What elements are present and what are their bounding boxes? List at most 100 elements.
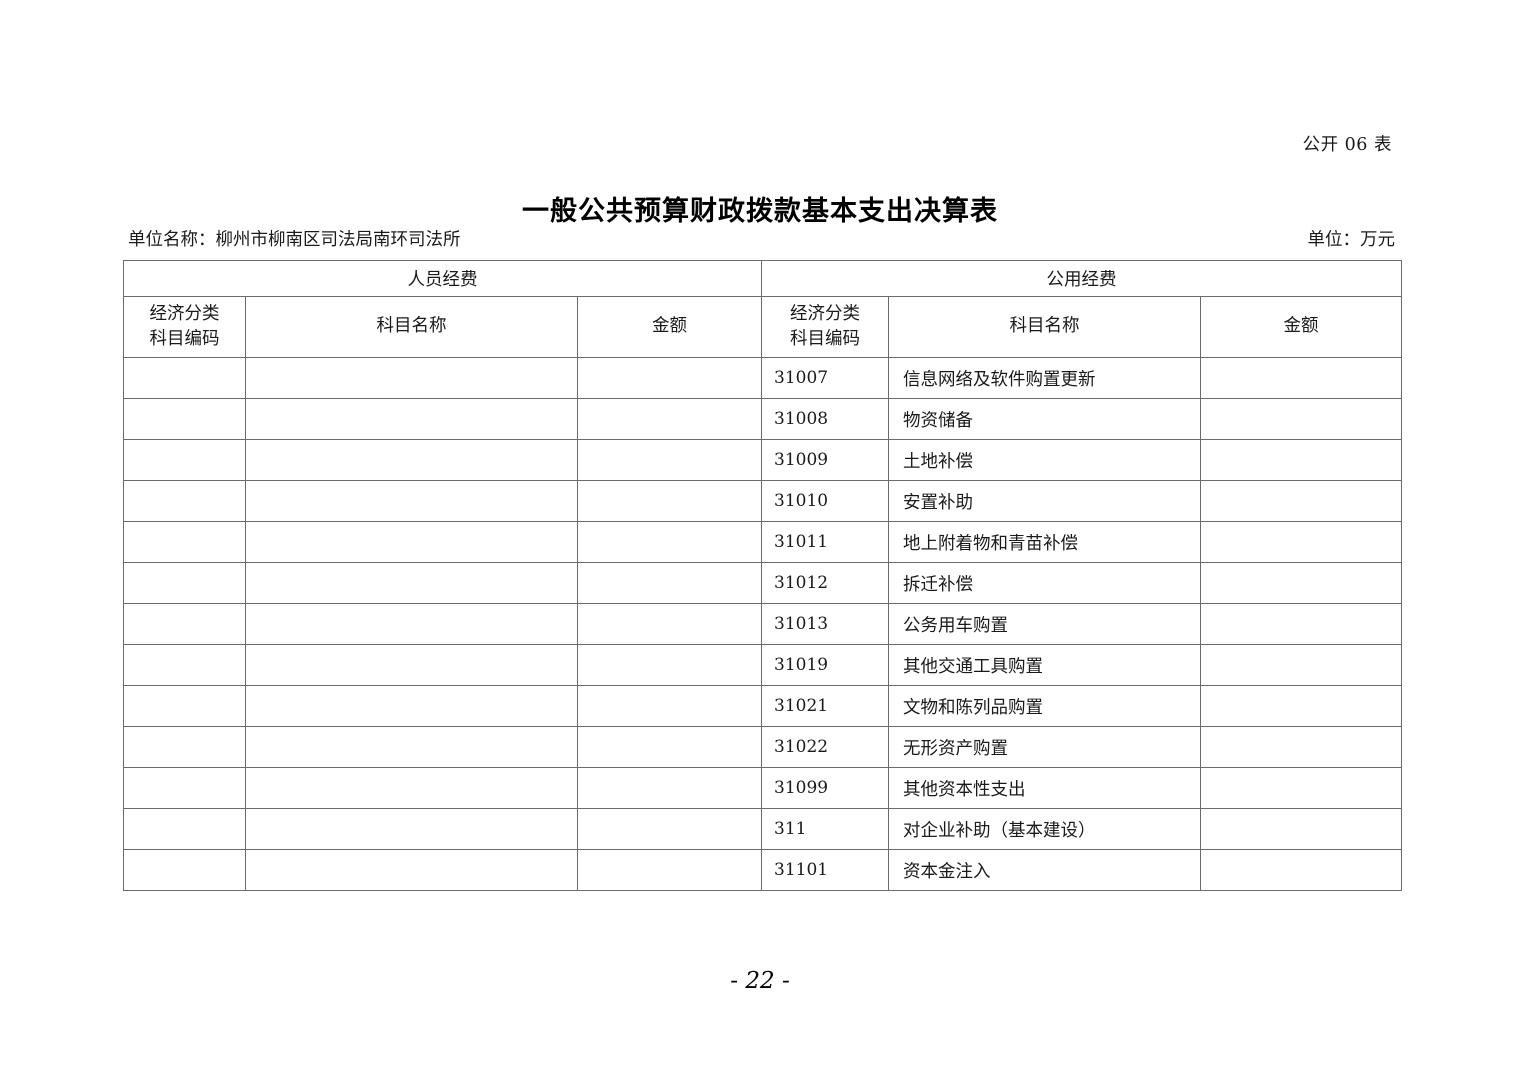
personnel-name-cell <box>245 480 578 522</box>
public-code-cell: 31009 <box>761 439 890 481</box>
personnel-amount-cell <box>576 439 763 481</box>
personnel-code-cell <box>123 439 246 481</box>
table-row: 31013 公务用车购置 <box>123 603 1403 645</box>
public-name-cell: 对企业补助（基本建设） <box>888 808 1202 850</box>
personnel-code-cell <box>123 644 246 686</box>
personnel-code-cell <box>123 685 246 727</box>
personnel-amount-cell <box>576 726 763 768</box>
table-row: 31010 安置补助 <box>123 480 1403 522</box>
public-amount-cell <box>1200 685 1403 727</box>
table-column-header-row: 经济分类 科目编码 科目名称 金额 经济分类 科目编码 科目名称 金额 <box>123 296 1403 358</box>
page-title: 一般公共预算财政拨款基本支出决算表 <box>522 196 998 228</box>
public-name-cell: 土地补偿 <box>888 439 1202 481</box>
public-code-cell: 31021 <box>761 685 890 727</box>
personnel-amount-cell <box>576 480 763 522</box>
column-header-personnel-code-line1: 经济分类 <box>149 303 220 324</box>
personnel-name-cell <box>245 644 578 686</box>
personnel-amount-cell <box>576 849 763 891</box>
personnel-amount-cell <box>576 808 763 850</box>
table-row: 31008 物资储备 <box>123 398 1403 440</box>
table-row: 31012 拆迁补偿 <box>123 562 1403 604</box>
personnel-amount-cell <box>576 685 763 727</box>
table-row: 31009 土地补偿 <box>123 439 1403 481</box>
public-name-cell: 文物和陈列品购置 <box>888 685 1202 727</box>
personnel-amount-cell <box>576 398 763 440</box>
personnel-amount-cell <box>576 521 763 563</box>
column-header-public-amount: 金额 <box>1200 296 1403 358</box>
public-amount-cell <box>1200 521 1403 563</box>
public-name-cell: 安置补助 <box>888 480 1202 522</box>
personnel-code-cell <box>123 603 246 645</box>
group-header-public: 公用经费 <box>761 260 1403 297</box>
personnel-name-cell <box>245 562 578 604</box>
public-name-cell: 物资储备 <box>888 398 1202 440</box>
public-amount-cell <box>1200 480 1403 522</box>
personnel-amount-cell <box>576 562 763 604</box>
personnel-code-cell <box>123 767 246 809</box>
personnel-name-cell <box>245 726 578 768</box>
table-row: 31021 文物和陈列品购置 <box>123 685 1403 727</box>
public-code-cell: 31022 <box>761 726 890 768</box>
table-row: 31019 其他交通工具购置 <box>123 644 1403 686</box>
public-code-cell: 31011 <box>761 521 890 563</box>
document-meta: 单位名称：柳州市柳南区司法局南环司法所 单位：万元 <box>128 226 1395 251</box>
column-header-personnel-code-line2: 科目编码 <box>149 329 220 349</box>
column-header-public-name: 科目名称 <box>888 296 1202 358</box>
personnel-name-cell <box>245 439 578 481</box>
table-row: 31101 资本金注入 <box>123 849 1403 891</box>
public-name-cell: 资本金注入 <box>888 849 1202 891</box>
personnel-amount-cell <box>576 603 763 645</box>
public-amount-cell <box>1200 849 1403 891</box>
public-code-cell: 311 <box>761 808 890 850</box>
public-code-cell: 31019 <box>761 644 890 686</box>
personnel-name-cell <box>245 357 578 399</box>
public-amount-cell <box>1200 808 1403 850</box>
public-name-cell: 其他交通工具购置 <box>888 644 1202 686</box>
public-name-cell: 拆迁补偿 <box>888 562 1202 604</box>
column-header-public-code-line2: 科目编码 <box>790 329 861 349</box>
page-number: - 22 - <box>730 968 790 994</box>
public-amount-cell <box>1200 439 1403 481</box>
table-row: 31099 其他资本性支出 <box>123 767 1403 809</box>
public-code-cell: 31099 <box>761 767 890 809</box>
public-amount-cell <box>1200 767 1403 809</box>
personnel-code-cell <box>123 726 246 768</box>
column-header-personnel-amount: 金额 <box>576 296 763 358</box>
unit-name-label: 单位名称：柳州市柳南区司法局南环司法所 <box>128 230 461 250</box>
budget-table: 人员经费 公用经费 经济分类 科目编码 科目名称 金额 经济分类 科目编码 科目… <box>122 260 1403 891</box>
personnel-name-cell <box>245 767 578 809</box>
table-row: 31011 地上附着物和青苗补偿 <box>123 521 1403 563</box>
personnel-name-cell <box>245 849 578 891</box>
personnel-code-cell <box>123 808 246 850</box>
public-code-cell: 31007 <box>761 357 890 399</box>
personnel-code-cell <box>123 849 246 891</box>
personnel-code-cell <box>123 398 246 440</box>
personnel-name-cell <box>245 521 578 563</box>
form-code-label: 公开 06 表 <box>1302 135 1392 155</box>
public-code-cell: 31101 <box>761 849 890 891</box>
public-amount-cell <box>1200 398 1403 440</box>
table-body: 31007 信息网络及软件购置更新 31008 物资储备 31009 土地补偿 31010 安… <box>123 357 1403 891</box>
public-name-cell: 地上附着物和青苗补偿 <box>888 521 1202 563</box>
table-row: 311 对企业补助（基本建设） <box>123 808 1403 850</box>
public-amount-cell <box>1200 644 1403 686</box>
table-row: 31007 信息网络及软件购置更新 <box>123 357 1403 399</box>
unit-measure-label: 单位：万元 <box>1307 230 1396 250</box>
public-code-cell: 31012 <box>761 562 890 604</box>
personnel-name-cell <box>245 398 578 440</box>
public-name-cell: 其他资本性支出 <box>888 767 1202 809</box>
table-row: 31022 无形资产购置 <box>123 726 1403 768</box>
personnel-amount-cell <box>576 767 763 809</box>
public-amount-cell <box>1200 603 1403 645</box>
public-name-cell: 公务用车购置 <box>888 603 1202 645</box>
column-header-personnel-code: 经济分类 科目编码 <box>123 296 246 358</box>
group-header-personnel: 人员经费 <box>122 260 763 297</box>
public-amount-cell <box>1200 726 1403 768</box>
personnel-code-cell <box>123 480 246 522</box>
personnel-name-cell <box>245 603 578 645</box>
personnel-name-cell <box>245 808 578 850</box>
column-header-public-code-line1: 经济分类 <box>790 303 861 324</box>
public-name-cell: 信息网络及软件购置更新 <box>888 357 1202 399</box>
personnel-name-cell <box>245 685 578 727</box>
